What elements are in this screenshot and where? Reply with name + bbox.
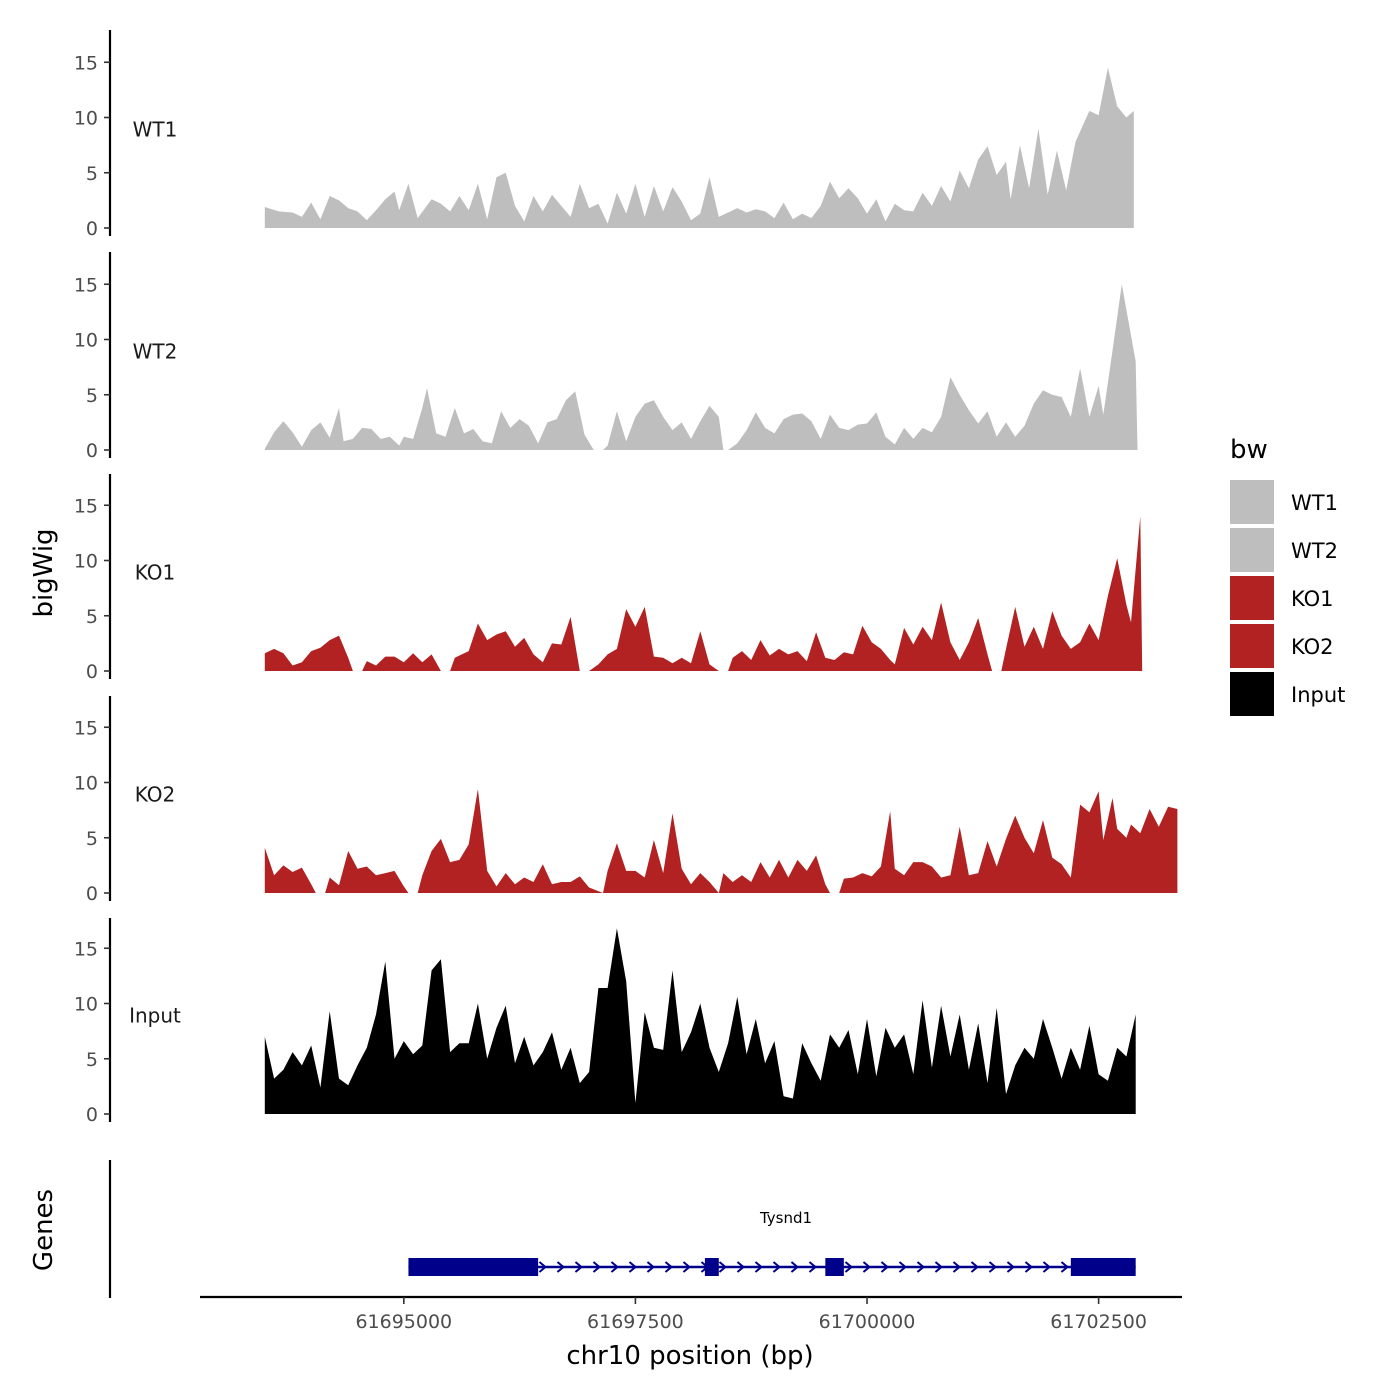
- strand-arrow: [610, 1261, 620, 1273]
- strand-arrow: [664, 1261, 674, 1273]
- gene-exon: [825, 1258, 844, 1276]
- gene-track: Tysnd1: [108, 1160, 1136, 1298]
- strand-arrow: [1042, 1261, 1052, 1273]
- strand-arrow: [898, 1261, 908, 1273]
- strand-arrow: [952, 1261, 962, 1273]
- track-label: WT2: [133, 339, 178, 363]
- track-wt2: 0 5 10 15 WT2: [74, 252, 1138, 462]
- legend-swatch: [1230, 624, 1274, 668]
- track-wt1: 0 5 10 15 WT1: [74, 30, 1134, 240]
- track-label: KO2: [135, 782, 176, 806]
- legend-item-ko1: KO1: [1230, 576, 1334, 620]
- y-tick-label: 10: [74, 551, 98, 573]
- x-tick-label: 61697500: [587, 1311, 684, 1333]
- y-tick-label: 15: [74, 717, 98, 739]
- track-ko1: 0 5 10 15 KO1: [74, 474, 1143, 683]
- strand-arrow: [772, 1261, 782, 1273]
- legend-label: Input: [1291, 683, 1345, 707]
- gene-exon: [408, 1258, 539, 1276]
- y-tick-label: 5: [86, 828, 98, 850]
- area-ko2: [264, 789, 1178, 893]
- y-tick-label: 0: [86, 440, 98, 462]
- x-tick-label: 61700000: [819, 1311, 916, 1333]
- strand-arrow: [682, 1261, 692, 1273]
- strand-arrow: [808, 1261, 818, 1273]
- strand-arrow: [844, 1261, 854, 1273]
- y-tick-label: 5: [86, 385, 98, 407]
- strand-arrow: [592, 1261, 602, 1273]
- y-tick-label: 0: [86, 661, 98, 683]
- strand-arrow: [646, 1261, 656, 1273]
- strand-arrow: [628, 1261, 638, 1273]
- y-tick-label: 5: [86, 163, 98, 185]
- strand-arrow: [934, 1261, 944, 1273]
- legend-swatch: [1230, 576, 1274, 620]
- y-tick-label: 10: [74, 108, 98, 130]
- track-label: WT1: [133, 117, 178, 141]
- area-wt1: [264, 67, 1134, 228]
- track-input: 0 5 10 15 Input: [74, 918, 1136, 1126]
- x-tick-label: 61695000: [355, 1311, 452, 1333]
- strand-arrow: [718, 1261, 728, 1273]
- legend-swatch: [1230, 672, 1274, 716]
- y-tick-label: 5: [86, 606, 98, 628]
- legend-item-input: Input: [1230, 672, 1345, 716]
- gene-exon: [704, 1258, 719, 1276]
- y-tick-label: 15: [74, 274, 98, 296]
- y-tick-label: 15: [74, 938, 98, 960]
- y-tick-label: 0: [86, 1104, 98, 1126]
- legend-label: WT2: [1291, 539, 1338, 563]
- strand-arrow: [880, 1261, 890, 1273]
- strand-arrow: [1024, 1261, 1034, 1273]
- x-axis: 61695000 61697500 61700000 61702500: [200, 1295, 1182, 1333]
- tracks-layer: 0 5 10 15 WT1 0 5 10 15 WT2 0 5 10 15 KO1 0 5 10 15 KO2 0 5 10…: [74, 30, 1178, 1126]
- y-tick-label: 10: [74, 330, 98, 352]
- area-input: [264, 928, 1136, 1114]
- legend-label: KO1: [1291, 587, 1334, 611]
- y-tick-label: 15: [74, 52, 98, 74]
- legend: bw WT1 WT2 KO1 KO2 Input: [1230, 435, 1345, 716]
- y-tick-label: 10: [74, 994, 98, 1016]
- y-tick-label: 5: [86, 1049, 98, 1071]
- strand-arrow: [1006, 1261, 1016, 1273]
- legend-item-ko2: KO2: [1230, 624, 1334, 668]
- legend-item-wt2: WT2: [1230, 528, 1338, 572]
- x-tick-label: 61702500: [1050, 1311, 1147, 1333]
- gene-exon: [1070, 1258, 1136, 1276]
- y-tick-label: 0: [86, 883, 98, 905]
- gene-track-title: Genes: [29, 1189, 59, 1271]
- track-ko2: 0 5 10 15 KO2: [74, 696, 1178, 905]
- legend-swatch: [1230, 480, 1274, 524]
- strand-arrow: [574, 1261, 584, 1273]
- strand-arrow: [970, 1261, 980, 1273]
- area-ko1: [264, 516, 1143, 671]
- strand-arrow: [754, 1261, 764, 1273]
- y-tick-label: 15: [74, 495, 98, 517]
- strand-arrow: [538, 1261, 548, 1273]
- y-tick-label: 10: [74, 773, 98, 795]
- strand-arrow: [988, 1261, 998, 1273]
- track-label: KO1: [135, 560, 176, 584]
- x-axis-title: chr10 position (bp): [566, 1341, 813, 1371]
- strand-arrow: [916, 1261, 926, 1273]
- strand-arrow: [862, 1261, 872, 1273]
- y-tick-label: 0: [86, 218, 98, 240]
- legend-label: WT1: [1291, 491, 1338, 515]
- y-axis-title: bigWig: [29, 528, 59, 617]
- legend-label: KO2: [1291, 635, 1334, 659]
- track-label: Input: [129, 1003, 181, 1027]
- strand-arrow: [1060, 1261, 1070, 1273]
- strand-arrow: [556, 1261, 566, 1273]
- strand-arrow: [736, 1261, 746, 1273]
- strand-arrow: [790, 1261, 800, 1273]
- legend-item-wt1: WT1: [1230, 480, 1338, 524]
- legend-swatch: [1230, 528, 1274, 572]
- legend-title: bw: [1230, 435, 1268, 465]
- area-wt2: [264, 284, 1138, 450]
- gene-name: Tysnd1: [759, 1209, 812, 1227]
- legend-items: WT1 WT2 KO1 KO2 Input: [1230, 480, 1345, 716]
